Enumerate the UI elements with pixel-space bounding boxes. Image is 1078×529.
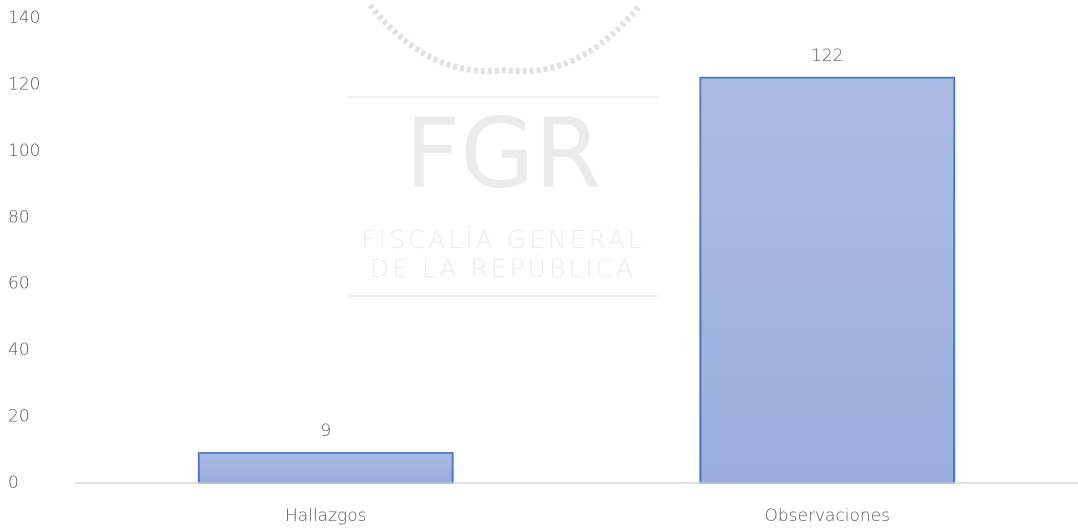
data-label: 9: [320, 421, 331, 441]
watermark-line: DE LA REPÚBLICA: [370, 253, 636, 283]
bar-shine: [700, 77, 955, 484]
bar-shine: [198, 453, 453, 483]
emblem: [367, 3, 643, 75]
y-tick-label: 60: [8, 274, 30, 294]
y-tick-label: 100: [8, 141, 40, 161]
watermark-logo: FGR: [405, 97, 601, 209]
x-tick-label: Hallazgos: [285, 506, 366, 526]
y-tick-label: 140: [8, 8, 40, 28]
y-tick-label: 0: [8, 473, 19, 493]
watermark-line: FISCALÍA GENERAL: [361, 225, 645, 254]
x-tick-label: Observaciones: [764, 506, 890, 526]
y-tick-label: 20: [8, 407, 30, 427]
y-tick-label: 120: [8, 74, 40, 94]
y-tick-label: 40: [8, 340, 30, 360]
data-label: 122: [811, 46, 843, 66]
watermark: FGR FISCALÍA GENERAL DE LA REPÚBLICA: [348, 3, 658, 297]
y-tick-label: 80: [8, 207, 30, 227]
